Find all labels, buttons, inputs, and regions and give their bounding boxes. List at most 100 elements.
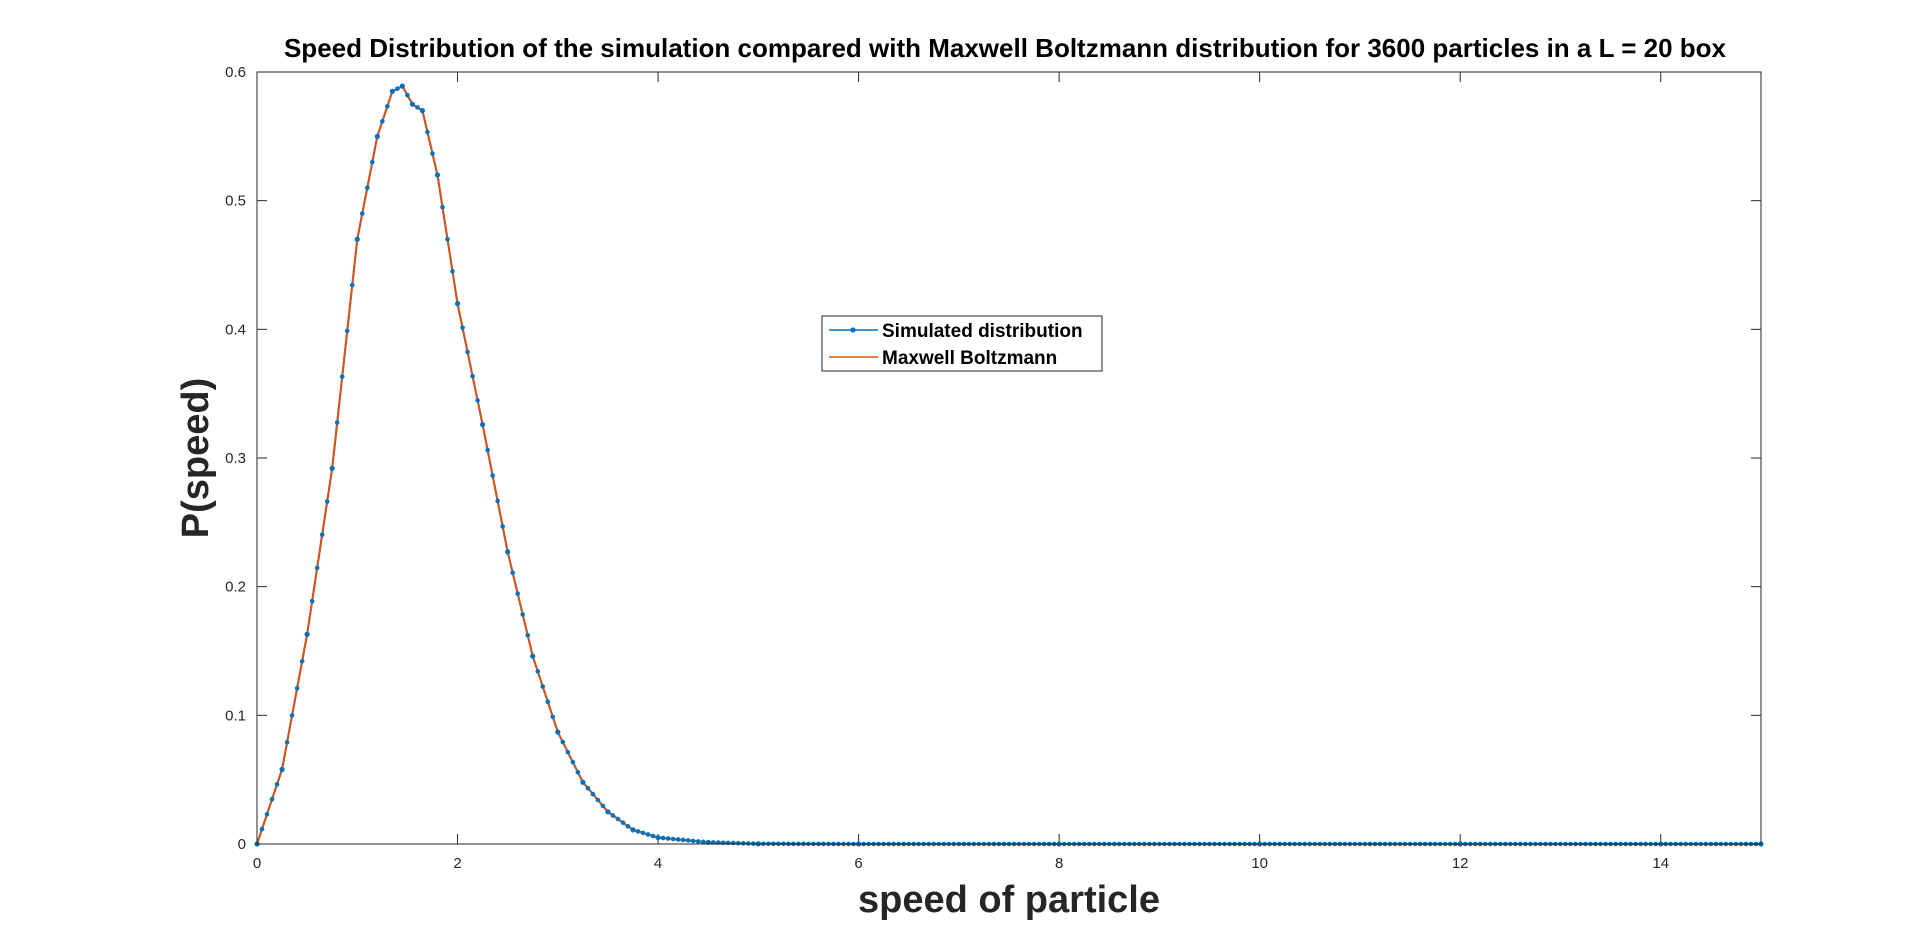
data-point-simulated: [389, 88, 395, 94]
data-point-simulated: [555, 729, 561, 735]
data-point-simulated: [605, 809, 611, 815]
series-marker-simulated: [269, 796, 275, 802]
series-marker-simulated: [284, 740, 290, 745]
legend-label-maxwell: Maxwell Boltzmann: [882, 348, 1057, 369]
y-tick-label: 0: [238, 836, 246, 853]
series-marker-simulated: [289, 713, 295, 718]
series-marker-simulated: [450, 269, 455, 274]
series-marker-simulated: [395, 86, 400, 92]
series-marker-simulated: [294, 686, 300, 691]
data-point-simulated: [580, 779, 586, 785]
series-marker-simulated: [485, 447, 490, 453]
series-marker-simulated: [740, 841, 746, 846]
series-marker-simulated: [635, 829, 641, 834]
series-marker-simulated: [380, 119, 385, 124]
series-marker-simulated: [385, 104, 390, 109]
data-point-simulated: [505, 549, 511, 555]
series-marker-simulated: [595, 797, 601, 803]
series-marker-simulated: [510, 570, 515, 576]
x-tick-label: 8: [1055, 855, 1063, 872]
data-point-simulated: [329, 465, 335, 471]
series-marker-simulated: [665, 836, 671, 841]
series-marker-simulated: [670, 836, 676, 842]
x-tick-label: 12: [1452, 855, 1469, 872]
data-point-simulated: [399, 83, 405, 89]
series-marker-simulated: [259, 826, 265, 832]
series-marker-simulated: [685, 838, 691, 843]
y-tick-label: 0.1: [225, 707, 246, 724]
series-marker-simulated: [545, 699, 551, 704]
data-point-simulated: [304, 631, 310, 637]
series-marker-simulated: [370, 159, 375, 165]
y-tick-label: 0.6: [225, 64, 246, 81]
series-marker-simulated: [264, 811, 270, 817]
series-marker-simulated: [735, 840, 741, 846]
data-point-simulated: [279, 766, 285, 772]
x-tick-label: 2: [453, 855, 461, 872]
legend-box: [821, 315, 1103, 372]
x-tick-label: 6: [854, 855, 862, 872]
series-marker-simulated: [359, 211, 365, 216]
series-marker-simulated: [640, 830, 646, 836]
series-marker-simulated: [610, 813, 616, 818]
chart-title: Speed Distribution of the simulation com…: [284, 33, 1727, 63]
legend-label-simulated: Simulated distribution: [882, 321, 1083, 342]
series-marker-simulated: [730, 840, 736, 846]
y-axis-label: P(speed): [175, 378, 217, 538]
series-marker-simulated: [695, 839, 701, 844]
series-marker-simulated: [590, 791, 596, 797]
series-marker-simulated: [535, 669, 541, 674]
series-marker-simulated: [339, 374, 345, 379]
series-marker-simulated: [660, 835, 666, 841]
series-marker-simulated: [565, 749, 571, 755]
data-point-simulated: [419, 108, 426, 114]
series-marker-simulated: [550, 714, 556, 720]
y-tick-labels: 0 0.1 0.2 0.3 0.4 0.5 0.6: [225, 64, 246, 853]
series-marker-simulated: [585, 785, 591, 791]
series-marker-simulated: [540, 684, 546, 689]
series-marker-simulated: [405, 92, 410, 98]
series-marker-simulated: [615, 816, 621, 822]
series-marker-simulated: [319, 532, 325, 537]
series-marker-simulated: [364, 185, 370, 191]
data-point-simulated: [434, 172, 441, 178]
x-tick-label: 0: [253, 855, 261, 872]
series-marker-simulated: [520, 612, 526, 617]
data-point-simulated: [530, 653, 536, 659]
series-marker-simulated: [460, 325, 465, 331]
series-marker-simulated: [620, 820, 626, 825]
series-marker-simulated: [349, 282, 355, 288]
data-point-simulated: [374, 133, 380, 139]
data-point-simulated: [409, 101, 416, 107]
x-tick-label: 10: [1251, 855, 1268, 872]
series-marker-simulated: [650, 833, 656, 839]
series-marker-simulated: [525, 633, 531, 638]
series-marker-simulated: [600, 803, 606, 809]
x-tick-labels: 0 2 4 6 8 10 12 14: [253, 855, 1669, 872]
series-marker-simulated: [314, 565, 320, 571]
legend-marker-simulated: [850, 327, 856, 333]
series-marker-simulated: [625, 823, 631, 829]
data-point-simulated: [354, 236, 360, 242]
series-marker-simulated: [570, 759, 576, 765]
series-marker-simulated: [299, 658, 305, 664]
series-marker-simulated: [490, 473, 495, 478]
y-tick-label: 0.2: [225, 579, 246, 596]
series-marker-simulated: [560, 739, 566, 745]
series-marker-simulated: [680, 837, 686, 843]
data-point-simulated: [655, 834, 661, 841]
series-marker-simulated: [475, 398, 480, 403]
series-marker-simulated: [274, 782, 280, 787]
x-tick-label: 4: [654, 855, 662, 872]
series-marker-simulated: [334, 420, 340, 425]
series-marker-simulated: [675, 837, 681, 842]
series-marker-simulated: [324, 499, 330, 504]
series-marker-simulated: [515, 591, 520, 596]
series-marker-simulated: [700, 839, 706, 845]
series-marker-simulated: [440, 204, 445, 210]
series-marker-simulated: [495, 498, 500, 504]
y-tick-label: 0.4: [225, 321, 246, 338]
series-marker-simulated: [746, 841, 751, 846]
series-marker-simulated: [690, 838, 696, 844]
